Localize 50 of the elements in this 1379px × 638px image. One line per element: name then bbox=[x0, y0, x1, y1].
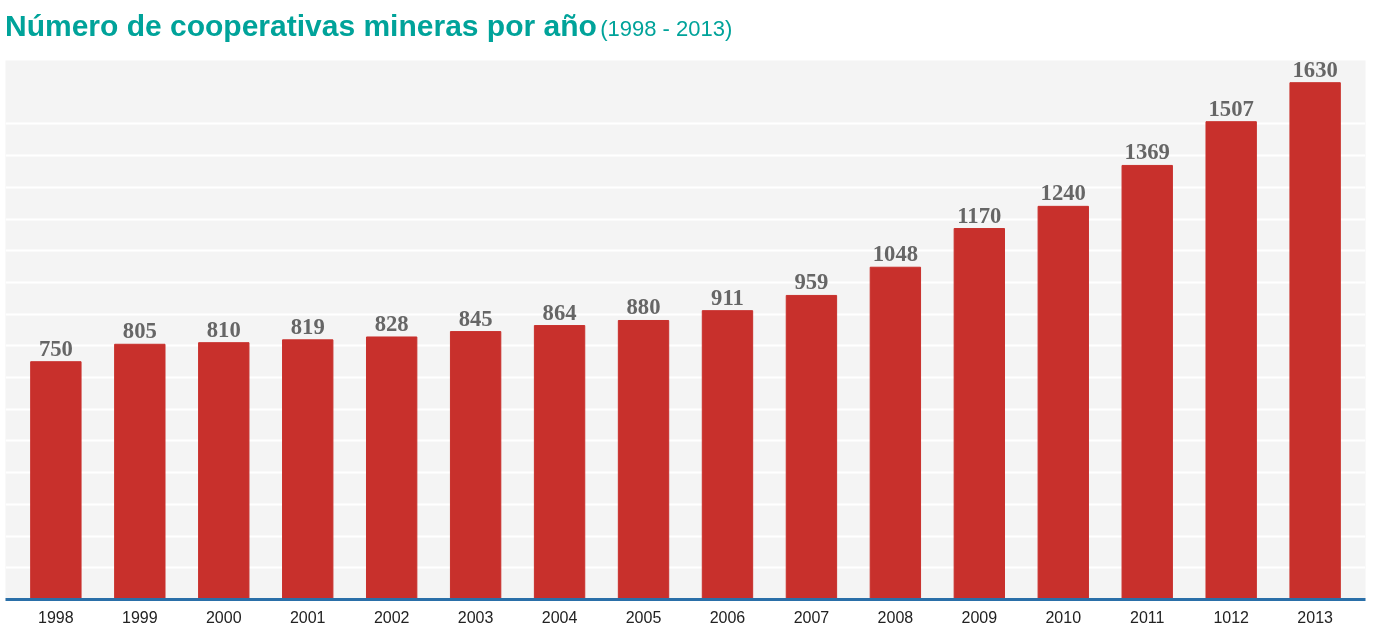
bar bbox=[198, 342, 250, 600]
x-tick-label: 1012 bbox=[1213, 608, 1250, 626]
data-label: 959 bbox=[794, 269, 829, 295]
data-label: 805 bbox=[122, 318, 157, 344]
data-label: 1170 bbox=[957, 202, 1002, 228]
x-tick-label: 2002 bbox=[373, 608, 410, 626]
x-tick-label: 2008 bbox=[877, 608, 914, 626]
data-label: 750 bbox=[38, 335, 73, 361]
bar bbox=[114, 343, 166, 600]
x-tick-label: 2000 bbox=[205, 608, 242, 626]
data-label: 1369 bbox=[1124, 139, 1170, 165]
bar bbox=[449, 331, 502, 600]
data-label: 864 bbox=[542, 299, 577, 325]
x-tick-label: 2006 bbox=[709, 608, 746, 626]
data-label: 911 bbox=[711, 284, 744, 310]
data-label: 845 bbox=[458, 305, 493, 331]
bar bbox=[785, 294, 838, 600]
data-label: 1630 bbox=[1292, 56, 1338, 82]
data-label: 880 bbox=[626, 294, 661, 320]
x-tick-label: 2010 bbox=[1045, 608, 1082, 626]
data-label: 1240 bbox=[1040, 180, 1086, 206]
bar bbox=[1205, 121, 1257, 600]
x-tick-label: 2003 bbox=[457, 608, 494, 626]
x-tick-label: 2005 bbox=[625, 608, 662, 626]
bar bbox=[953, 228, 1006, 600]
bar bbox=[1289, 82, 1341, 600]
x-tick-label: 2004 bbox=[541, 608, 578, 626]
data-label: 1048 bbox=[872, 241, 919, 267]
x-tick-label: 2011 bbox=[1130, 608, 1165, 626]
x-tick-label: 2013 bbox=[1297, 608, 1334, 626]
bar bbox=[617, 319, 670, 600]
bar bbox=[30, 361, 82, 600]
data-label: 1507 bbox=[1208, 95, 1254, 121]
bar bbox=[533, 325, 586, 600]
bar bbox=[282, 339, 334, 600]
chart-title: Número de cooperativas mineras por año bbox=[5, 9, 597, 42]
bar bbox=[869, 266, 922, 600]
x-tick-label: 1998 bbox=[38, 608, 74, 626]
x-tick-label: 2001 bbox=[289, 608, 326, 626]
bar bbox=[1037, 205, 1089, 600]
x-tick-label: 2007 bbox=[793, 608, 830, 626]
x-tick-label: 2009 bbox=[961, 608, 998, 626]
bar bbox=[365, 336, 418, 600]
chart-subtitle: (1998 - 2013) bbox=[600, 16, 733, 41]
data-label: 828 bbox=[374, 310, 409, 336]
bar bbox=[1121, 164, 1173, 600]
bar bbox=[701, 310, 754, 600]
x-tick-label: 1999 bbox=[122, 608, 158, 626]
data-label: 819 bbox=[290, 313, 325, 339]
data-label: 810 bbox=[206, 316, 241, 342]
